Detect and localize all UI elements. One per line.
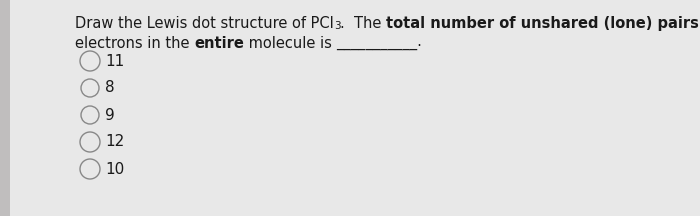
Text: 12: 12 [105,135,125,149]
Text: ___________.: ___________. [337,36,422,51]
Text: entire: entire [194,36,244,51]
Text: electrons in the: electrons in the [75,36,194,51]
Text: molecule is: molecule is [244,36,337,51]
Text: 3: 3 [334,21,340,31]
Text: .  The: . The [340,16,386,31]
Text: Draw the Lewis dot structure of PCl: Draw the Lewis dot structure of PCl [75,16,334,31]
Bar [0,0,10,216]
Text: total number of unshared (lone) pairs of: total number of unshared (lone) pairs of [386,16,700,31]
Text: 10: 10 [105,162,125,176]
Text: 11: 11 [105,54,125,68]
Text: 8: 8 [105,81,115,95]
Text: 9: 9 [105,108,115,122]
